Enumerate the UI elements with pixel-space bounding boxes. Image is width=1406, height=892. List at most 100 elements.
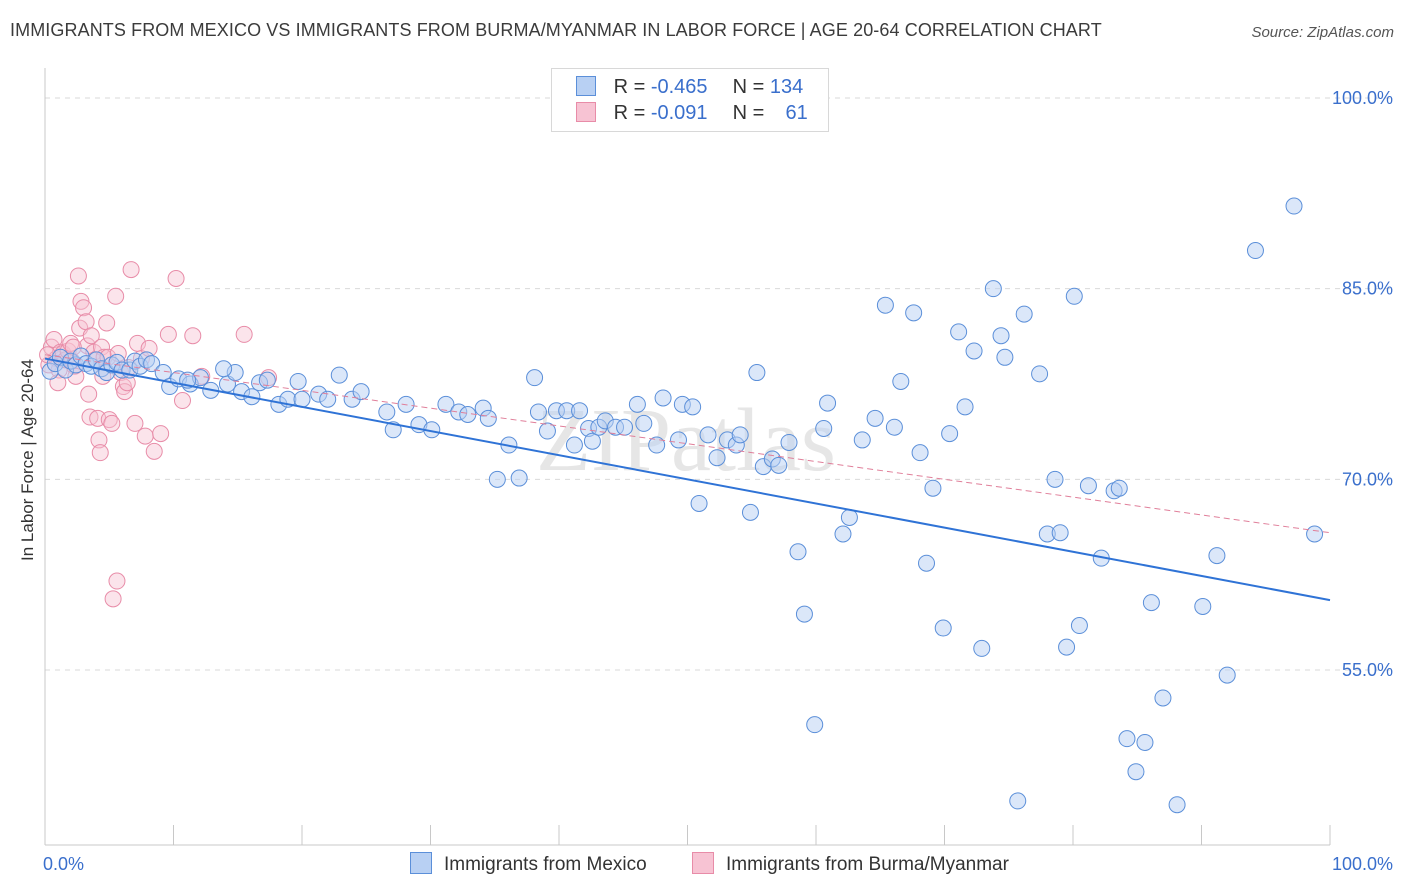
mexico-point <box>806 716 824 734</box>
mexico-point <box>708 449 726 467</box>
burma-point <box>107 287 125 305</box>
mexico-point <box>258 371 276 389</box>
mexico-point <box>616 418 634 436</box>
burma-point <box>103 414 121 432</box>
mexico-point <box>654 389 672 407</box>
mexico-point <box>911 444 929 462</box>
mexico-point <box>352 383 370 401</box>
mexico-point <box>330 366 348 384</box>
mexico-point <box>1046 470 1064 488</box>
y-tick-label: 85.0% <box>1342 279 1393 299</box>
chart-title: IMMIGRANTS FROM MEXICO VS IMMIGRANTS FRO… <box>10 20 1102 40</box>
mexico-point <box>635 414 653 432</box>
burma-point <box>184 327 202 345</box>
mexico-point <box>905 304 923 322</box>
mexico-point <box>918 554 936 572</box>
mexico-point <box>731 426 749 444</box>
mexico-point <box>780 433 798 451</box>
mexico-point <box>690 494 708 512</box>
mexico-point <box>628 395 646 413</box>
mexico-point <box>510 469 528 487</box>
burma-point <box>69 267 87 285</box>
n-label: N = <box>732 76 765 98</box>
burma-point <box>75 299 93 317</box>
mexico-point <box>1065 287 1083 305</box>
burma-point <box>122 261 140 279</box>
burma-points <box>39 261 278 608</box>
mexico-point <box>973 639 991 657</box>
y-tick-label: 100.0% <box>1332 88 1393 108</box>
y-axis-title: In Labor Force | Age 20-64 <box>18 359 37 561</box>
mexico-point <box>815 419 833 437</box>
mexico-point <box>1154 689 1172 707</box>
mexico-point <box>1118 730 1136 748</box>
x-tick-label: 0.0% <box>43 854 84 874</box>
burma-point <box>82 327 100 345</box>
y-tick-label: 55.0% <box>1342 660 1393 680</box>
y-tick-label: 70.0% <box>1342 469 1393 489</box>
legend-row-mexico: R = -0.465 N = 134 <box>576 76 803 100</box>
mexico-point <box>992 327 1010 345</box>
mexico-point <box>924 479 942 497</box>
mexico-point <box>1009 792 1027 810</box>
mexico-point <box>571 402 589 420</box>
mexico-point <box>1070 617 1088 635</box>
burma-point <box>90 431 108 449</box>
mexico-point <box>1031 365 1049 383</box>
r-label: R = <box>613 102 646 124</box>
mexico-point <box>565 436 583 454</box>
mexico-point <box>956 398 974 416</box>
mexico-point <box>1208 547 1226 565</box>
mexico-point <box>583 432 601 450</box>
tick-labels: 55.0% 70.0% 85.0% 100.0% 0.0% 100.0% <box>43 88 1393 874</box>
mexico-point <box>479 409 497 427</box>
mexico-point <box>866 409 884 427</box>
mexico-point <box>1079 477 1097 495</box>
mexico-point <box>1136 733 1154 751</box>
mexico-point <box>770 456 788 474</box>
mexico-point <box>819 394 837 412</box>
mexico-point <box>834 525 852 543</box>
mexico-swatch <box>576 76 596 96</box>
legend-item-burma[interactable]: Immigrants from Burma/Myanmar <box>692 852 1009 878</box>
mexico-point <box>684 398 702 416</box>
stats-legend: R = -0.465 N = 134 R = -0.091 N = 61 <box>551 68 829 132</box>
mexico-point <box>1285 197 1303 215</box>
mexico-legend-swatch <box>410 852 432 874</box>
legend-item-mexico[interactable]: Immigrants from Mexico <box>410 852 647 878</box>
mexico-point <box>1051 524 1069 542</box>
mexico-point <box>1218 666 1236 684</box>
legend-label: Immigrants from Burma/Myanmar <box>726 854 1009 875</box>
mexico-point <box>648 436 666 454</box>
mexico-point <box>1058 638 1076 656</box>
burma-point <box>136 427 154 445</box>
mexico-point <box>1015 305 1033 323</box>
burma-point <box>126 414 144 432</box>
burma-point <box>145 442 163 460</box>
mexico-point <box>892 372 910 390</box>
legend-label: Immigrants from Mexico <box>444 854 647 875</box>
burma-point <box>152 425 170 443</box>
mexico-point <box>538 422 556 440</box>
mexico-point <box>1127 763 1145 781</box>
mexico-point <box>488 470 506 488</box>
mexico-point <box>289 372 307 390</box>
mexico-point <box>748 364 766 382</box>
legend-row-burma: R = -0.091 N = 61 <box>576 102 808 126</box>
mexico-point <box>1194 597 1212 615</box>
burma-point <box>235 325 253 343</box>
mexico-point <box>1142 594 1160 612</box>
mexico-points <box>41 197 1324 814</box>
trend-lines <box>44 354 1331 602</box>
mexico-point <box>934 619 952 637</box>
mexico-point <box>984 280 1002 298</box>
mexico-point <box>741 503 759 521</box>
source-label: Source: ZipAtlas.com <box>1251 24 1394 41</box>
mexico-point <box>795 605 813 623</box>
burma-point <box>80 385 98 403</box>
burma-swatch <box>576 102 596 122</box>
mexico-point <box>950 323 968 341</box>
burma-legend-swatch <box>692 852 714 874</box>
mexico-point <box>840 508 858 526</box>
gridlines <box>45 97 1394 671</box>
